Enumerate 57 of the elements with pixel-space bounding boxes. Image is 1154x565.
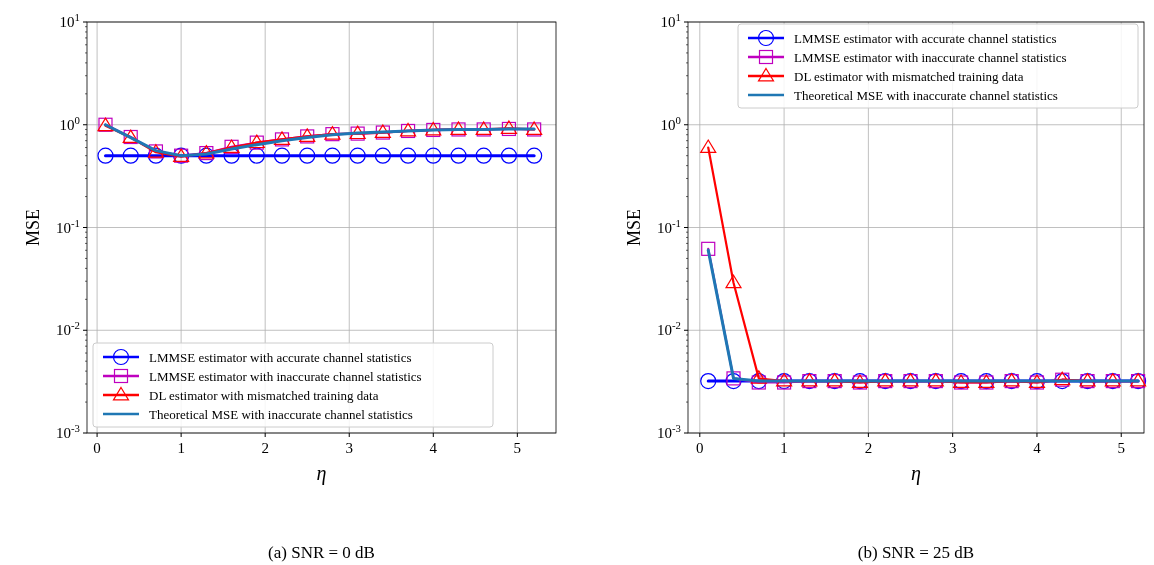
legend-label: LMMSE estimator with inaccurate channel statistics bbox=[149, 368, 422, 384]
point bbox=[700, 373, 717, 390]
x-tick-label: 0 bbox=[93, 440, 101, 456]
point bbox=[725, 373, 742, 390]
point bbox=[273, 147, 291, 164]
point bbox=[324, 147, 341, 164]
y-tick-label: 10$^{-2}$ bbox=[56, 319, 80, 339]
x-axis-title: η bbox=[911, 462, 922, 485]
x-axis-title: η bbox=[316, 462, 327, 485]
point bbox=[349, 147, 366, 164]
point bbox=[701, 241, 716, 256]
point bbox=[726, 371, 741, 386]
x-tick-label: 3 bbox=[948, 440, 957, 456]
y-axis-title: MSE bbox=[624, 208, 644, 247]
x-tick-label: 1 bbox=[177, 440, 185, 456]
point bbox=[299, 147, 316, 164]
legend-label: Theoretical MSE with inaccurate channel statistics bbox=[794, 87, 1058, 103]
y-axis-title: MSE bbox=[23, 208, 43, 247]
point bbox=[399, 147, 417, 164]
y-tick-label: 10$^{0}$ bbox=[660, 113, 681, 133]
point bbox=[725, 274, 742, 289]
x-tick-label: 4 bbox=[429, 440, 438, 456]
point bbox=[122, 147, 139, 164]
x-tick-label: 5 bbox=[513, 440, 522, 456]
x-tick-label: 3 bbox=[345, 440, 353, 456]
point bbox=[97, 147, 114, 164]
point bbox=[750, 370, 767, 384]
x-tick-label: 0 bbox=[696, 440, 704, 456]
legend-label: LMMSE estimator with accurate channel statistics bbox=[794, 30, 1057, 46]
point bbox=[374, 147, 391, 164]
x-tick-label: 1 bbox=[780, 440, 788, 456]
point bbox=[475, 147, 492, 164]
x-tick-label: 4 bbox=[1033, 440, 1042, 456]
y-tick-label: 10$^{-2}$ bbox=[657, 319, 681, 339]
point bbox=[526, 147, 543, 164]
y-tick-label: 10$^{-1}$ bbox=[657, 216, 681, 236]
point bbox=[700, 139, 717, 154]
y-tick-label: 10$^{-1}$ bbox=[56, 216, 80, 236]
legend-label: DL estimator with mismatched training data bbox=[149, 387, 379, 403]
point bbox=[450, 147, 467, 164]
point bbox=[425, 147, 442, 164]
y-tick-label: 10$^{1}$ bbox=[660, 11, 681, 30]
point bbox=[147, 147, 165, 164]
y-tick-label: 10$^{-3}$ bbox=[657, 422, 681, 441]
y-tick-label: 10$^{1}$ bbox=[59, 11, 80, 30]
y-tick-label: 10$^{0}$ bbox=[59, 113, 80, 133]
x-tick-label: 5 bbox=[1117, 440, 1125, 456]
text: (b) SNR = 25 dB bbox=[857, 543, 975, 562]
text: (a) SNR = 0 dB bbox=[268, 543, 375, 562]
legend-label: DL estimator with mismatched training data bbox=[794, 68, 1024, 84]
legend-label: LMMSE estimator with accurate channel statistics bbox=[149, 349, 412, 365]
legend-label: LMMSE estimator with inaccurate channel statistics bbox=[794, 49, 1067, 65]
point bbox=[500, 147, 518, 164]
legend-label: Theoretical MSE with inaccurate channel statistics bbox=[149, 406, 413, 422]
y-tick-label: 10$^{-3}$ bbox=[56, 422, 80, 441]
x-tick-label: 2 bbox=[261, 440, 269, 456]
x-tick-label: 2 bbox=[864, 440, 873, 456]
